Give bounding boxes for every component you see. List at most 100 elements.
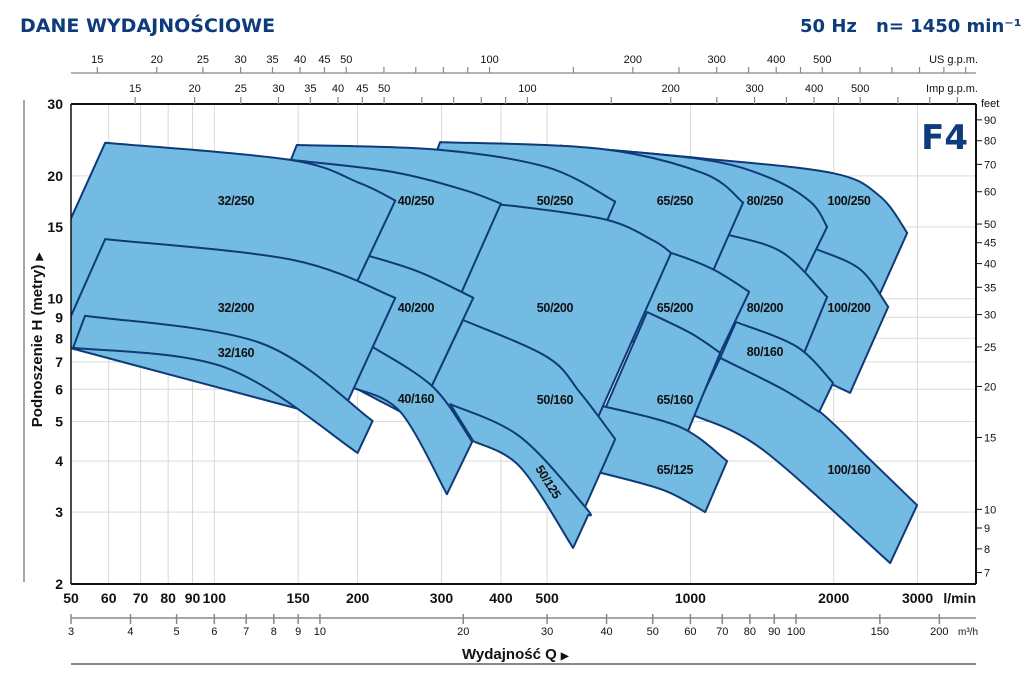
m3h-tick-label: 70 <box>716 626 728 638</box>
m3h-tick-label: 40 <box>600 626 612 638</box>
us-gpm-tick-label: 100 <box>480 54 498 66</box>
feet-tick-label: 50 <box>984 219 996 231</box>
y-tick-label: 6 <box>55 381 63 397</box>
region-label: 50/160 <box>537 393 574 407</box>
x-tick-label: 500 <box>535 590 559 606</box>
us-gpm-tick-label: 400 <box>767 54 785 66</box>
arrow-right-icon: ▶ <box>34 252 45 262</box>
feet-tick-label: 10 <box>984 504 996 516</box>
pump-region-65-125 <box>597 404 729 514</box>
us-gpm-unit-label: US g.p.m. <box>929 54 978 66</box>
m3h-tick-label: 8 <box>271 626 277 638</box>
region-label: 80/200 <box>747 301 784 315</box>
m3h-tick-label: 7 <box>243 626 249 638</box>
m3h-tick-label: 90 <box>768 626 780 638</box>
x-tick-label: 90 <box>185 590 201 606</box>
m3h-tick-label: 4 <box>127 626 133 638</box>
imp-gpm-tick-label: 100 <box>518 83 536 95</box>
m3h-tick-label: 3 <box>68 626 74 638</box>
y-tick-label: 15 <box>47 219 63 235</box>
x-tick-label: 100 <box>203 590 227 606</box>
imp-gpm-tick-label: 35 <box>304 83 316 95</box>
imp-gpm-tick-label: 30 <box>272 83 284 95</box>
imp-gpm-tick-label: 25 <box>235 83 247 95</box>
x-tick-label: 1000 <box>675 590 706 606</box>
x-tick-label: 300 <box>430 590 454 606</box>
feet-tick-label: 20 <box>984 381 996 393</box>
m3h-tick-label: 6 <box>211 626 217 638</box>
m3h-tick-label: 100 <box>787 626 805 638</box>
y-axis-title: Podnoszenie H (metry) ▶ <box>29 252 46 428</box>
region-label: 100/200 <box>827 301 870 315</box>
y-tick-label: 10 <box>47 291 63 307</box>
imp-gpm-tick-label: 20 <box>189 83 201 95</box>
m3h-tick-label: 5 <box>174 626 180 638</box>
m3h-tick-label: 50 <box>647 626 659 638</box>
region-label: 65/200 <box>657 301 694 315</box>
pump-region-80-160 <box>719 321 835 413</box>
y-tick-label: 4 <box>55 453 63 469</box>
page-title: DANE WYDAJNOŚCIOWE <box>20 13 275 37</box>
region-label: 40/250 <box>398 194 435 208</box>
m3h-tick-label: 9 <box>295 626 301 638</box>
y-tick-label: 8 <box>55 330 63 346</box>
region-label: 50/200 <box>537 301 574 315</box>
us-gpm-tick-label: 30 <box>234 54 246 66</box>
region-label: 65/160 <box>657 393 694 407</box>
region-label: 32/250 <box>218 194 255 208</box>
imp-gpm-tick-label: 500 <box>851 83 869 95</box>
x-tick-label: 150 <box>286 590 310 606</box>
m3h-tick-label: 10 <box>314 626 326 638</box>
us-gpm-tick-label: 35 <box>266 54 278 66</box>
feet-tick-label: 90 <box>984 115 996 127</box>
x-tick-label: 400 <box>489 590 513 606</box>
feet-tick-label: 80 <box>984 136 996 148</box>
x-tick-label: 200 <box>346 590 370 606</box>
feet-tick-label: 25 <box>984 342 996 354</box>
imp-gpm-tick-label: 45 <box>356 83 368 95</box>
feet-tick-label: 7 <box>984 568 990 580</box>
m3h-tick-label: 30 <box>541 626 553 638</box>
feet-tick-label: 8 <box>984 544 990 556</box>
series-code: F4 <box>921 118 968 158</box>
x-tick-label: 80 <box>160 590 176 606</box>
y-tick-label: 7 <box>55 354 63 370</box>
pump-region-32-160 <box>72 314 374 454</box>
imp-gpm-tick-label: 40 <box>332 83 344 95</box>
feet-unit-label: feet <box>981 98 999 110</box>
feet-tick-label: 9 <box>984 523 990 535</box>
imp-gpm-tick-label: 300 <box>745 83 763 95</box>
region-label: 80/160 <box>747 345 784 359</box>
y-tick-label: 20 <box>47 168 63 184</box>
x-tick-label: 70 <box>133 590 149 606</box>
region-label: 50/250 <box>537 194 574 208</box>
y-tick-label: 5 <box>55 414 63 430</box>
pump-regions <box>71 141 919 565</box>
us-gpm-tick-label: 15 <box>91 54 103 66</box>
m3h-tick-label: 20 <box>457 626 469 638</box>
us-gpm-tick-label: 45 <box>318 54 330 66</box>
m3h-tick-label: 150 <box>871 626 889 638</box>
y-tick-label: 30 <box>47 96 63 112</box>
us-gpm-tick-label: 500 <box>813 54 831 66</box>
imp-gpm-unit-label: Imp g.p.m. <box>926 83 978 95</box>
x-tick-label: 50 <box>63 590 79 606</box>
feet-tick-label: 35 <box>984 282 996 294</box>
x-tick-label: 60 <box>101 590 117 606</box>
m3h-tick-label: 60 <box>684 626 696 638</box>
feet-tick-label: 70 <box>984 159 996 171</box>
frequency-label: 50 Hz <box>800 16 857 37</box>
feet-tick-label: 40 <box>984 259 996 271</box>
m3h-unit-label: m³/h <box>958 627 978 638</box>
us-gpm-tick-label: 200 <box>624 54 642 66</box>
y-tick-label: 2 <box>55 576 63 592</box>
region-label: 40/160 <box>398 392 435 406</box>
x-unit-label: l/min <box>943 590 976 606</box>
x-tick-label: 2000 <box>818 590 849 606</box>
imp-gpm-tick-label: 400 <box>805 83 823 95</box>
pump-region-40-160 <box>352 345 474 496</box>
region-label: 100/160 <box>827 463 870 477</box>
us-gpm-tick-label: 40 <box>294 54 306 66</box>
